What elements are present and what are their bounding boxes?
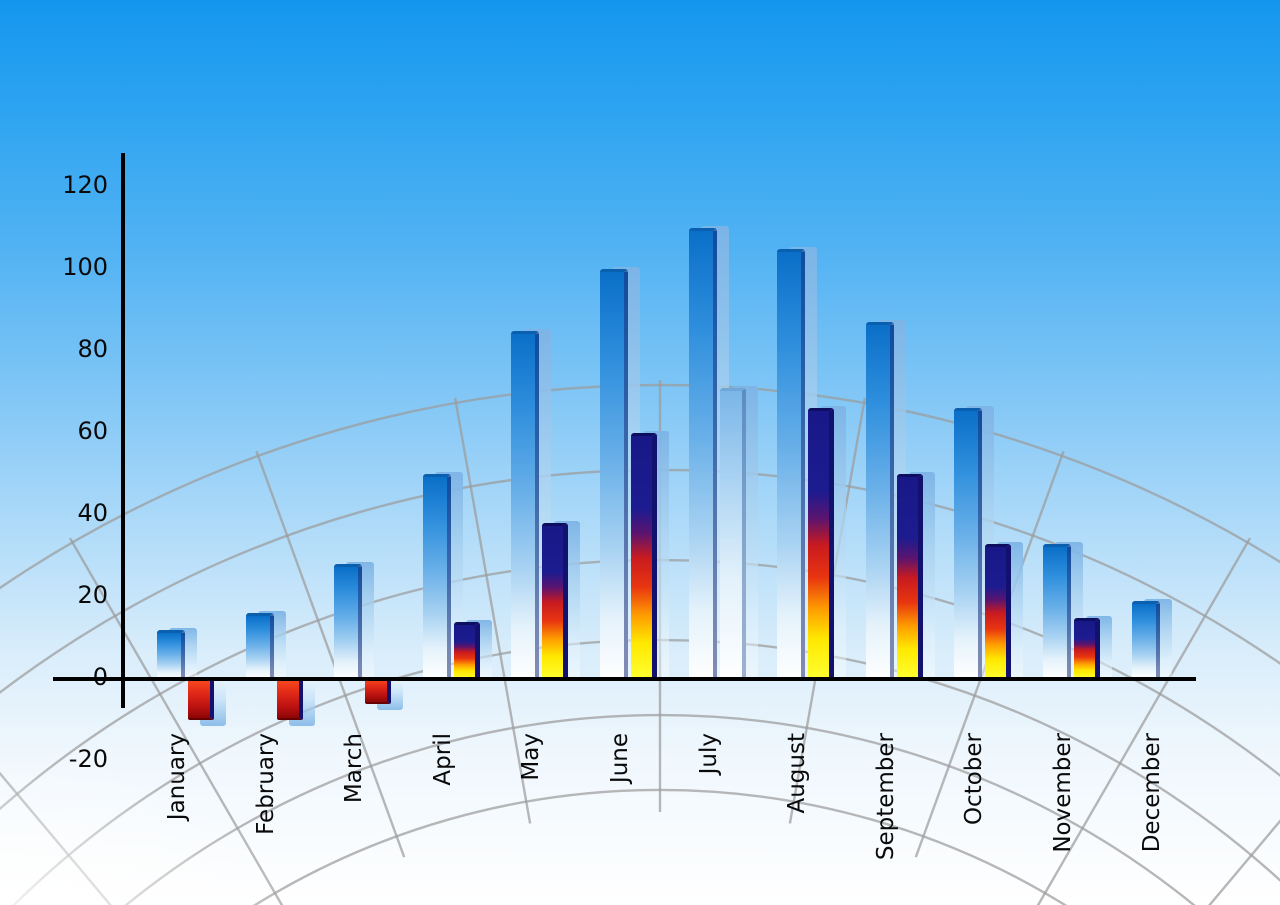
x-tick-september: September <box>872 733 899 861</box>
y-tick-60: 60 <box>77 417 108 445</box>
bar-series_multicolor-april <box>453 622 480 679</box>
y-tick-120: 120 <box>62 171 108 199</box>
x-tick-february: February <box>252 733 279 835</box>
y-tick-20: 20 <box>77 581 108 609</box>
bar-series_multicolor-january <box>188 677 214 720</box>
y-tick-100: 100 <box>62 253 108 281</box>
x-tick-july: July <box>695 733 722 775</box>
x-axis-line <box>53 677 1196 681</box>
bar-series_blue-august <box>777 249 806 679</box>
x-tick-november: November <box>1050 733 1076 853</box>
y-tick--20: -20 <box>68 745 108 773</box>
bar-series_multicolor-november <box>1074 618 1100 679</box>
bar-series_blue-january <box>157 630 185 679</box>
y-tick-40: 40 <box>77 499 108 527</box>
x-tick-december: December <box>1138 733 1165 853</box>
x-tick-march: March <box>341 733 368 804</box>
bar-series_multicolor-may <box>542 523 569 679</box>
y-tick-80: 80 <box>77 335 108 363</box>
x-tick-august: August <box>784 733 811 814</box>
bar-series_multicolor-october <box>985 544 1012 679</box>
bar-series_multicolor-september <box>896 474 923 679</box>
bar-series_blue-december <box>1131 601 1160 679</box>
bar-series_blue-november <box>1043 544 1071 679</box>
bar-series_blue-october <box>954 408 983 679</box>
bar-series_blue-april <box>422 474 451 679</box>
bar-series_multicolor-august <box>808 408 835 679</box>
bar-series_blue-february <box>245 613 274 679</box>
bar-series_blue-september <box>865 322 894 679</box>
bar-series_multicolor-march <box>365 677 392 704</box>
x-tick-january: January <box>164 733 190 821</box>
bar-series_blue-july <box>688 228 717 679</box>
bar-series_blue-march <box>334 564 363 679</box>
x-tick-june: June <box>607 733 633 784</box>
x-tick-may: May <box>518 733 545 781</box>
bar-series_multicolor-june <box>631 433 657 679</box>
x-tick-october: October <box>961 733 988 826</box>
bar-series_multicolor-july <box>719 388 746 679</box>
bar-series_blue-june <box>600 269 628 679</box>
bar-series_multicolor-february <box>276 677 303 720</box>
y-axis-line <box>121 153 125 708</box>
bar-series_blue-may <box>511 331 540 679</box>
x-tick-april: April <box>429 733 456 786</box>
